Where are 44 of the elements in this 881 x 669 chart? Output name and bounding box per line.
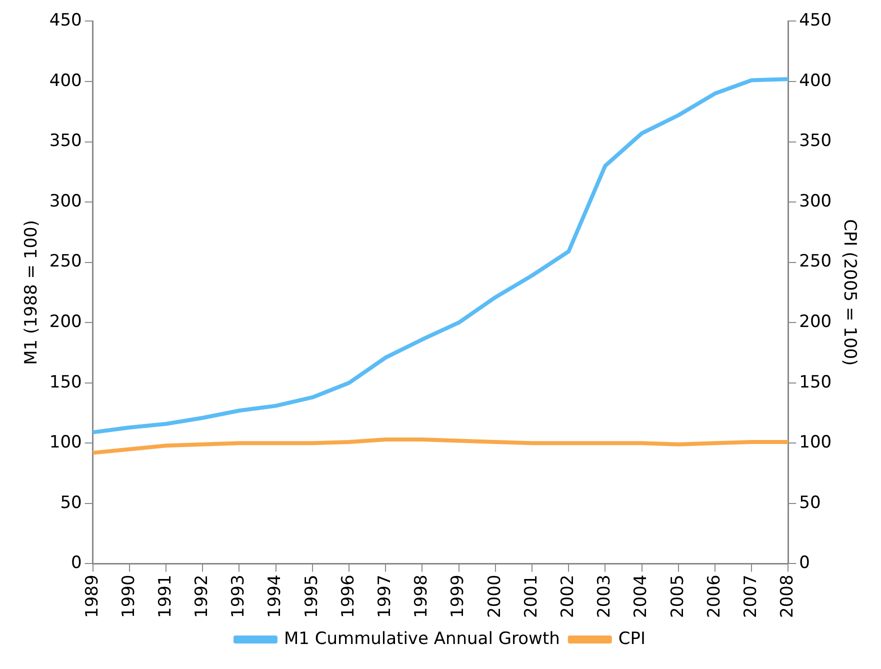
y-tick-label: 350 [49,131,82,152]
x-tick-label: 1989 [82,574,102,618]
x-tick-label: 1993 [228,574,249,618]
y2-tick-label: 200 [799,312,832,332]
y2-tick-label: 150 [799,372,832,392]
x-tick-label: 2002 [558,574,578,618]
x-tick-label: 2008 [778,574,798,618]
y-tick-label: 400 [49,70,82,91]
x-tick-label: 2005 [668,574,688,618]
x-tick-label: 1992 [192,574,212,618]
y-tick-label: 200 [49,312,82,332]
x-tick-label: 2004 [631,574,652,618]
x-tick-label: 1997 [375,574,396,618]
legend-label: CPI [618,628,646,649]
x-tick-label: 2007 [740,574,761,618]
y2-axis-title: CPI (2005 = 100) [839,219,860,366]
y-tick-label: 250 [49,252,82,272]
y2-tick-label: 250 [799,252,832,272]
x-tick-label: 1998 [412,574,432,618]
y-tick-label: 300 [49,191,82,212]
y2-tick-label: 400 [799,70,832,91]
x-tick-label: 2000 [484,574,505,618]
y2-tick-label: 100 [799,432,832,453]
y2-tick-label: 300 [799,191,832,212]
y-tick-label: 100 [49,432,82,453]
legend-label: M1 Cummulative Annual Growth [284,628,560,649]
y2-tick-label: 50 [799,492,821,513]
x-tick-label: 1991 [155,574,176,618]
y-axis-title: M1 (1988 = 100) [22,220,42,365]
x-tick-label: 2003 [594,574,615,618]
x-tick-label: 2001 [521,574,542,618]
x-tick-label: 1999 [448,574,468,618]
x-tick-label: 1994 [265,574,286,618]
y-tick-label: 0 [71,553,82,574]
y-tick-label: 450 [49,10,82,31]
x-tick-label: 1990 [118,574,139,618]
y2-tick-label: 450 [799,10,832,31]
y2-tick-label: 350 [799,131,832,152]
y2-tick-label: 0 [799,553,810,574]
x-tick-label: 1995 [302,574,322,618]
x-tick-label: 1996 [338,574,358,618]
y-tick-label: 150 [49,372,82,392]
x-tick-label: 2006 [704,574,724,618]
y-tick-label: 50 [60,492,82,513]
